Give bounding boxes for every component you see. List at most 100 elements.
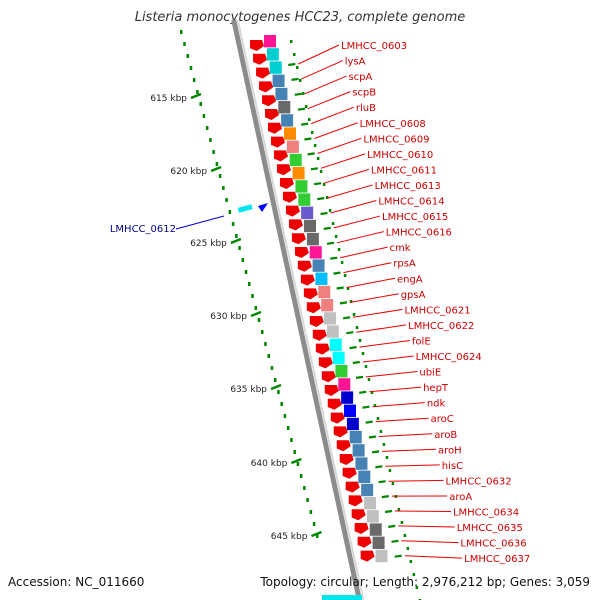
gene-label: LMHCC_0603 <box>341 41 407 52</box>
gene-label: folE <box>412 336 431 347</box>
label-leader-line <box>375 417 429 423</box>
inner-ring-mark <box>403 534 407 537</box>
gene-feature-arrow <box>321 371 336 383</box>
gene-feature-arrow <box>265 109 280 120</box>
gene-label: LMHCC_0636 <box>460 539 526 550</box>
kbp-tick <box>270 383 282 391</box>
gene-label: LMHCC_0616 <box>386 228 452 239</box>
gene-label: hepT <box>423 383 449 394</box>
gene-label: LMHCC_0621 <box>404 305 470 316</box>
gene-label: rluB <box>356 103 376 114</box>
cog-category-block <box>278 101 291 114</box>
gene-feature-arrow <box>360 550 375 562</box>
gene-position-tick <box>339 301 348 305</box>
inner-ring-mark <box>352 313 356 316</box>
inner-ring-mark <box>397 508 401 511</box>
label-leader-line <box>395 510 451 512</box>
inner-ring-mark <box>412 573 416 576</box>
inner-ring-mark <box>337 248 341 251</box>
inner-ring-mark <box>373 404 377 407</box>
gene-feature-arrow <box>270 136 285 148</box>
gene-label: LMHCC_0637 <box>464 554 530 565</box>
cog-category-block <box>375 549 388 563</box>
label-leader-line <box>304 75 347 95</box>
gene-position-tick <box>320 211 328 216</box>
gene-feature-arrow <box>276 164 291 176</box>
gene-label: LMHCC_0613 <box>375 181 441 192</box>
dotted-ring-mark <box>209 138 212 142</box>
kbp-tick-label: 640 kbp <box>251 459 288 469</box>
inner-ring-mark <box>391 482 395 485</box>
inner-ring-mark <box>298 79 302 82</box>
gene-label: ndk <box>427 399 446 410</box>
gene-feature-arrow <box>330 412 345 424</box>
label-leader-line <box>320 153 366 169</box>
gene-feature-arrow <box>291 233 306 245</box>
label-leader-line <box>356 324 407 333</box>
gene-feature-arrow <box>250 40 265 51</box>
gene-label: LMHCC_0614 <box>378 197 444 208</box>
kbp-tick <box>290 457 302 465</box>
cog-category-block <box>281 114 294 127</box>
label-leader-line <box>359 339 410 348</box>
label-leader-line <box>372 402 425 408</box>
dotted-ring-mark <box>202 114 206 118</box>
accession-text: Accession: NC_011660 <box>8 575 145 589</box>
label-leader-line <box>317 137 362 154</box>
cog-category-block <box>324 312 337 325</box>
gene-position-tick <box>342 316 351 320</box>
kbp-tick <box>210 165 222 173</box>
gene-feature-arrow <box>282 191 297 203</box>
label-leader-line <box>314 122 358 139</box>
cog-category-block <box>338 378 351 391</box>
label-leader-line <box>353 308 403 318</box>
cog-category-block <box>269 61 282 74</box>
kbp-tick-label: 625 kbp <box>190 239 227 249</box>
gene-position-tick <box>288 62 296 67</box>
gene-feature-arrow <box>315 343 330 355</box>
dotted-ring-mark <box>225 198 228 202</box>
inner-ring-mark <box>295 66 299 69</box>
gene-label: scpA <box>348 72 372 83</box>
inner-ring-mark <box>316 157 320 160</box>
gene-feature-arrow <box>324 385 339 396</box>
label-leader-line <box>346 277 396 288</box>
inner-ring-mark <box>331 222 335 225</box>
cog-category-block <box>309 246 322 259</box>
kbp-tick-label: 635 kbp <box>230 385 267 395</box>
cog-category-block <box>366 510 379 523</box>
label-leader-line <box>365 371 418 378</box>
cog-category-block <box>364 497 377 510</box>
gene-feature-arrow <box>336 440 351 452</box>
cog-category-block <box>329 338 342 351</box>
gene-label: LMHCC_0624 <box>416 352 482 363</box>
gene-feature-arrow <box>354 523 369 534</box>
dotted-ring-mark <box>283 414 287 418</box>
dotted-ring-mark <box>192 78 196 82</box>
inner-ring-mark <box>358 339 362 342</box>
inner-ring-mark <box>355 326 359 329</box>
gene-feature-arrow <box>253 53 268 65</box>
gene-position-tick <box>349 346 357 350</box>
gene-feature-arrow <box>300 274 315 286</box>
label-leader-line <box>298 44 340 65</box>
genome-backbone <box>231 19 362 600</box>
label-leader-line <box>323 168 370 184</box>
inner-ring-mark <box>367 378 371 381</box>
cog-category-block <box>304 219 317 233</box>
label-leader-line <box>349 293 399 303</box>
gene-label: LMHCC_0632 <box>445 476 511 487</box>
cog-category-block <box>298 193 311 206</box>
gene-feature-arrow <box>339 454 354 465</box>
inner-ring-mark <box>292 53 296 56</box>
minus-strand-gene-label: LMHCC_0612 <box>110 224 176 235</box>
genome-title: Listeria monocytogenes HCC23, complete g… <box>134 10 466 25</box>
inner-ring-mark <box>313 144 317 147</box>
dotted-ring-mark <box>218 174 222 178</box>
cog-category-block <box>344 404 357 417</box>
dotted-ring-mark <box>189 66 193 70</box>
kbp-tick-label: 620 kbp <box>170 167 207 177</box>
inner-ring-mark <box>328 209 332 212</box>
gene-label: aroA <box>449 492 472 503</box>
inner-ring-mark <box>334 235 338 238</box>
